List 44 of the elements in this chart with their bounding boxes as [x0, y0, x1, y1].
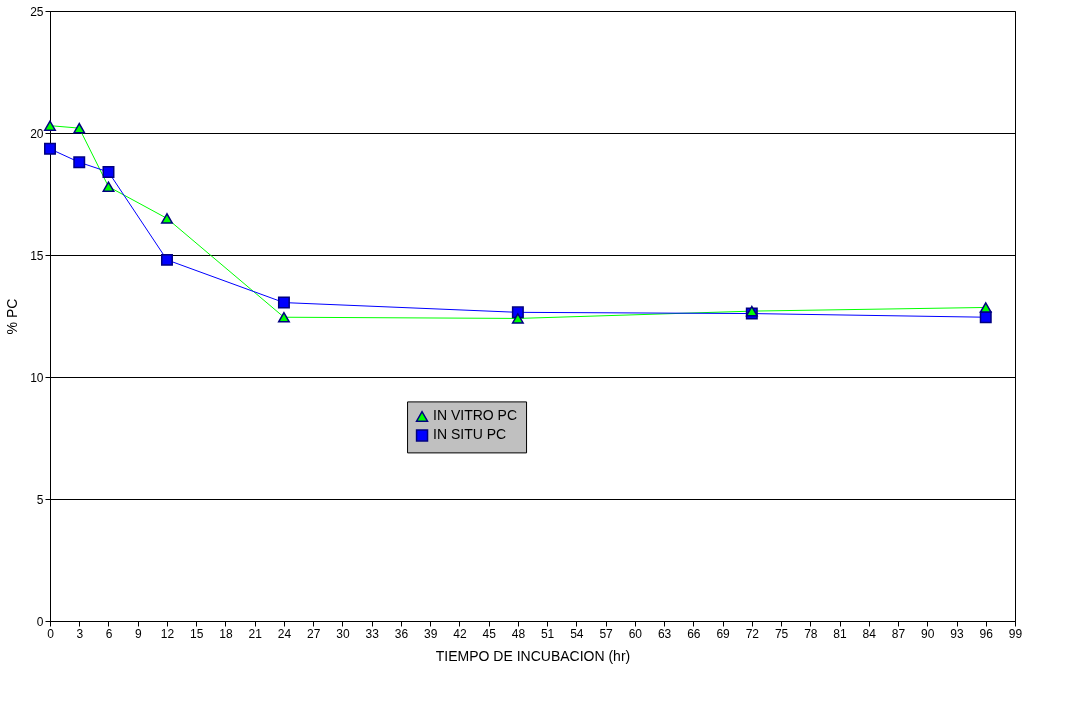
legend-label: IN VITRO PC [433, 407, 518, 424]
x-tick-label: 36 [394, 626, 409, 641]
x-tick-label: 90 [921, 626, 935, 641]
x-tick-label: 57 [599, 626, 614, 641]
x-tick-label: 84 [862, 626, 877, 641]
y-tick-label: 10 [30, 370, 44, 385]
x-tick-label: 18 [219, 626, 233, 641]
x-tick-label: 30 [336, 626, 350, 641]
x-tick-label: 72 [745, 626, 760, 641]
x-tick-label: 48 [511, 626, 526, 641]
x-tick-label: 39 [423, 626, 438, 641]
x-tick-label: 75 [774, 626, 789, 641]
x-tick-label: 60 [628, 626, 643, 641]
x-tick-label: 15 [190, 626, 204, 641]
x-tick-label: 9 [134, 626, 142, 641]
x-tick-label: 42 [453, 626, 467, 641]
x-tick-label: 45 [482, 626, 497, 641]
y-axis-title: % PC [4, 298, 21, 335]
x-tick-label: 78 [804, 626, 818, 641]
x-tick-label: 51 [540, 626, 555, 641]
y-tick-label: 25 [30, 4, 44, 19]
y-tick-label: 5 [36, 492, 44, 507]
x-tick-label: 3 [76, 626, 84, 641]
x-tick-label: 99 [1008, 626, 1023, 641]
y-tick-label: 0 [36, 614, 44, 629]
x-tick-label: 96 [979, 626, 994, 641]
x-tick-label: 69 [716, 626, 731, 641]
x-tick-label: 12 [160, 626, 175, 641]
y-tick-label: 15 [30, 248, 44, 263]
x-tick-label: 87 [891, 626, 906, 641]
x-tick-label: 81 [833, 626, 848, 641]
x-tick-label: 33 [365, 626, 380, 641]
legend-label: IN SITU PC [433, 426, 507, 443]
x-tick-label: 6 [105, 626, 113, 641]
x-tick-label: 27 [307, 626, 321, 641]
x-tick-label: 63 [657, 626, 672, 641]
x-tick-label: 0 [47, 626, 55, 641]
x-tick-label: 93 [950, 626, 965, 641]
x-tick-label: 54 [570, 626, 584, 641]
x-tick-label: 24 [277, 626, 292, 641]
y-tick-label: 20 [30, 126, 44, 141]
x-tick-label: 66 [687, 626, 701, 641]
x-tick-label: 21 [248, 626, 263, 641]
x-axis-title: TIEMPO DE INCUBACION (hr) [435, 647, 631, 664]
